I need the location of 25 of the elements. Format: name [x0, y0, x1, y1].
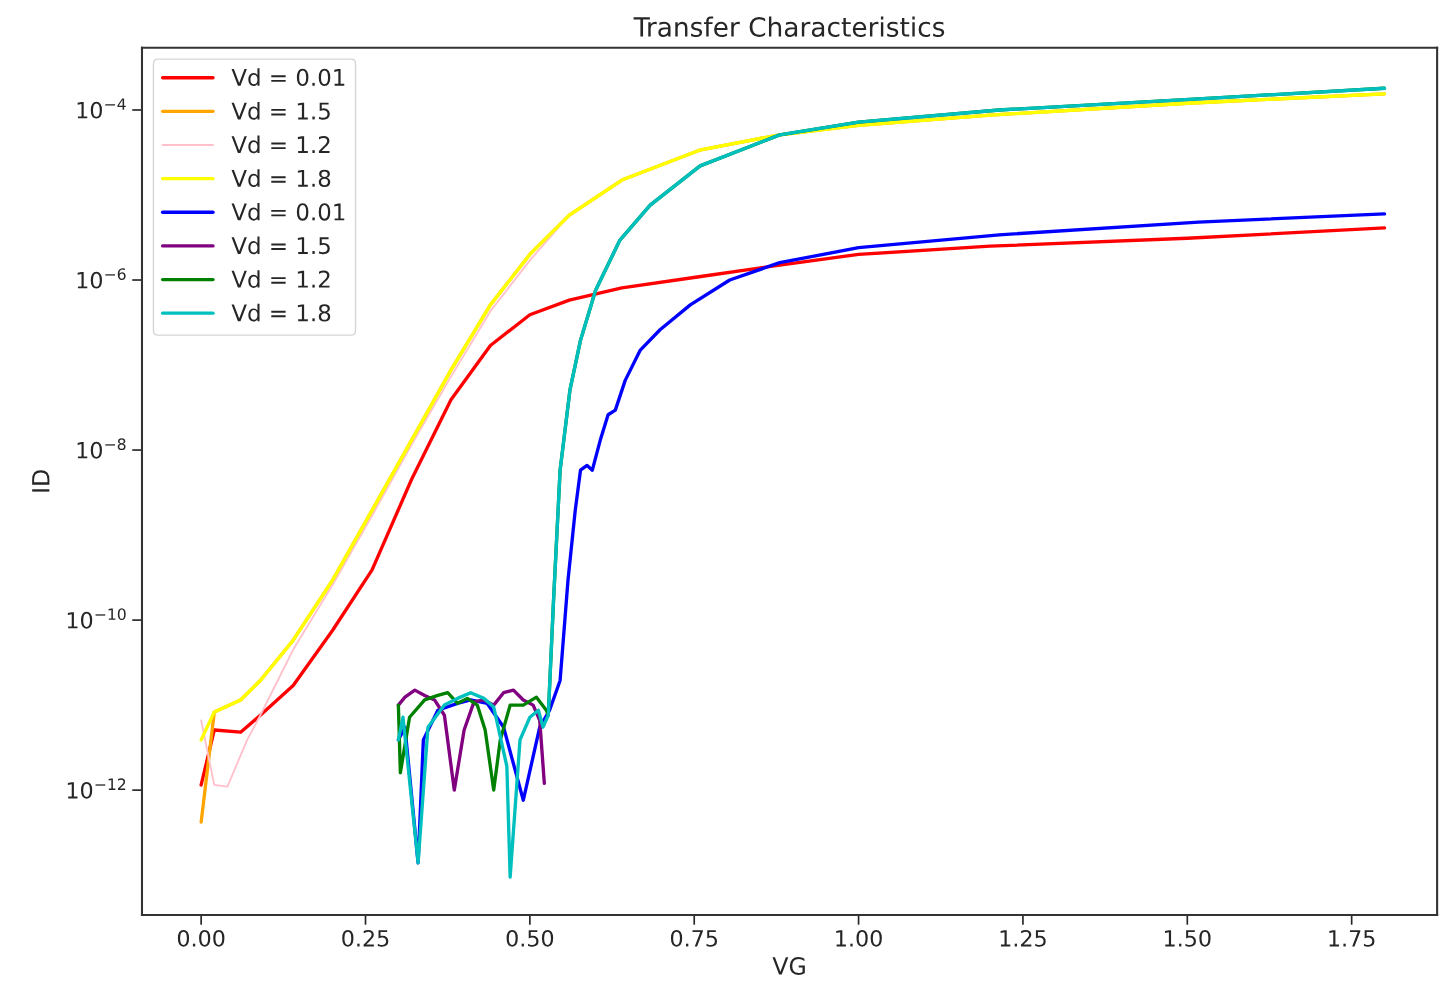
x-tick-label: 1.00 [836, 929, 882, 947]
x-tick-label: 0.25 [342, 929, 389, 947]
line-series [199, 226, 1387, 787]
y-tick-label: 10$^{−10}$ [67, 608, 126, 629]
legend-label: Vd = 1.2 [231, 135, 330, 154]
y-tick-label: 10$^{−4}$ [77, 98, 126, 119]
y-tick-label: 10$^{−8}$ [77, 438, 126, 459]
chart-title: Transfer Characteristics [633, 16, 945, 37]
legend-label: Vd = 1.8 [231, 169, 331, 187]
legend-label: Vd = 0.01 [231, 202, 345, 221]
legend-label: Vd = 0.01 [231, 68, 345, 87]
y-tick-label: 10$^{−12}$ [67, 778, 126, 799]
legend-label: Vd = 1.8 [231, 303, 331, 322]
legend-label: Vd = 1.5 [231, 236, 330, 255]
x-tick-label: 0.00 [177, 929, 225, 947]
legend-label: Vd = 1.2 [231, 270, 330, 288]
x-tick-label: 1.25 [1000, 929, 1046, 947]
x-tick-label: 1.50 [1165, 929, 1211, 947]
y-axis-title: ID [32, 470, 50, 492]
y-tick-label: 10$^{−6}$ [77, 268, 126, 289]
legend-label: Vd = 1.5 [231, 101, 330, 120]
x-tick-label: 1.75 [1329, 930, 1375, 947]
x-tick-label: 0.50 [506, 929, 554, 947]
x-tick-label: 0.75 [670, 929, 718, 947]
x-axis-title: VG [772, 957, 805, 975]
